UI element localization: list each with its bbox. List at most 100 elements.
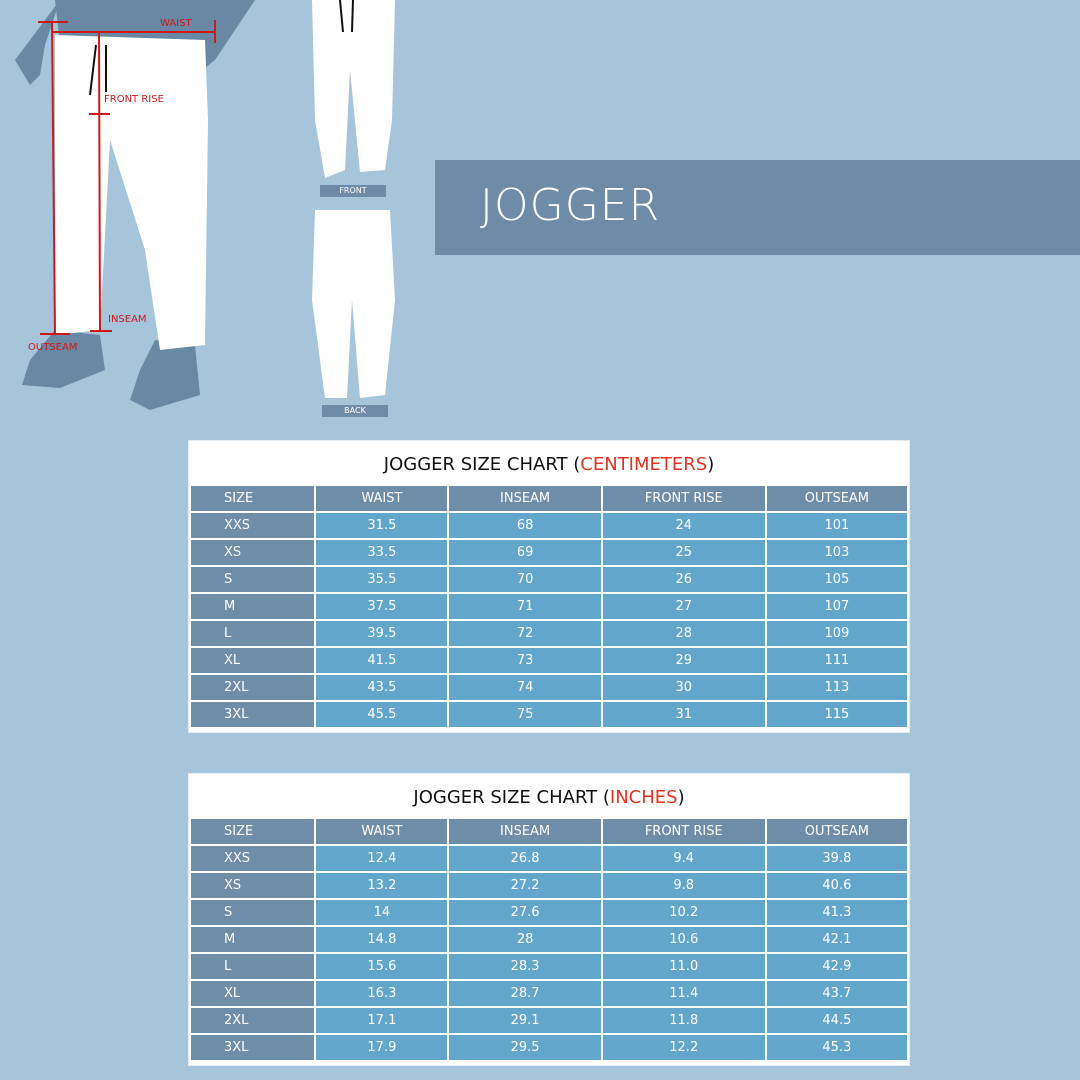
value-cell: 41.5 <box>316 648 448 673</box>
size-cell: M <box>191 594 315 619</box>
value-cell: 11.8 <box>602 1008 765 1033</box>
value-cell: 11.0 <box>602 954 765 979</box>
size-cell: M <box>191 927 315 952</box>
value-cell: 70 <box>449 567 601 592</box>
value-cell: 39.5 <box>316 621 448 646</box>
column-header: FRONT RISE <box>602 486 765 511</box>
column-header: INSEAM <box>449 819 601 844</box>
value-cell: 27.2 <box>449 873 601 898</box>
table-row: 2XL 43.5 74 30 113 <box>191 675 907 700</box>
size-table: SIZE WAIST INSEAM FRONT RISE OUTSEAM XXS 31.5 6… <box>189 484 909 729</box>
value-cell: 27 <box>602 594 765 619</box>
value-cell: 109 <box>766 621 907 646</box>
chart-title-text: JOGGER SIZE CHART ( <box>383 454 581 475</box>
column-header: OUTSEAM <box>766 486 907 511</box>
size-cell: XL <box>191 648 315 673</box>
value-cell: 14 <box>316 900 448 925</box>
value-cell: 17.9 <box>316 1035 448 1060</box>
table-row: 3XL 17.9 29.5 12.2 45.3 <box>191 1035 907 1060</box>
value-cell: 17.1 <box>316 1008 448 1033</box>
value-cell: 29.1 <box>449 1008 601 1033</box>
table-row: XL 41.5 73 29 111 <box>191 648 907 673</box>
size-cell: 2XL <box>191 675 315 700</box>
value-cell: 71 <box>449 594 601 619</box>
value-cell: 29 <box>602 648 765 673</box>
size-cell: S <box>191 567 315 592</box>
value-cell: 9.4 <box>602 846 765 871</box>
value-cell: 12.2 <box>602 1035 765 1060</box>
value-cell: 41.3 <box>766 900 907 925</box>
size-cell: XS <box>191 540 315 565</box>
front-rise-label: FRONT RISE <box>104 94 164 105</box>
column-header: OUTSEAM <box>766 819 907 844</box>
value-cell: 28 <box>602 621 765 646</box>
size-table: SIZE WAIST INSEAM FRONT RISE OUTSEAM XXS 12.4 2… <box>189 817 909 1062</box>
chart-title-suffix: ) <box>707 454 715 475</box>
value-cell: 28.7 <box>449 981 601 1006</box>
column-header: WAIST <box>316 486 448 511</box>
value-cell: 101 <box>766 513 907 538</box>
value-cell: 45.5 <box>316 702 448 727</box>
measurement-lines <box>38 20 216 335</box>
value-cell: 28 <box>449 927 601 952</box>
size-cell: 2XL <box>191 1008 315 1033</box>
value-cell: 29.5 <box>449 1035 601 1060</box>
size-cell: XXS <box>191 513 315 538</box>
table-row: M 14.8 28 10.6 42.1 <box>191 927 907 952</box>
value-cell: 30 <box>602 675 765 700</box>
chart-title: JOGGER SIZE CHART (INCHES) <box>189 774 909 819</box>
size-chart-centimeters: JOGGER SIZE CHART (CENTIMETERS) SIZE WAIST… <box>188 440 910 733</box>
value-cell: 28.3 <box>449 954 601 979</box>
value-cell: 103 <box>766 540 907 565</box>
value-cell: 111 <box>766 648 907 673</box>
back-view-tag: BACK <box>322 405 388 417</box>
banner-title: JOGGER <box>480 180 661 231</box>
table-row: S 35.5 70 26 105 <box>191 567 907 592</box>
table-row: XXS 31.5 68 24 101 <box>191 513 907 538</box>
value-cell: 68 <box>449 513 601 538</box>
size-cell: XXS <box>191 846 315 871</box>
value-cell: 37.5 <box>316 594 448 619</box>
size-cell: S <box>191 900 315 925</box>
value-cell: 43.7 <box>766 981 907 1006</box>
value-cell: 44.5 <box>766 1008 907 1033</box>
value-cell: 31 <box>602 702 765 727</box>
table-row: 2XL 17.1 29.1 11.8 44.5 <box>191 1008 907 1033</box>
value-cell: 105 <box>766 567 907 592</box>
value-cell: 13.2 <box>316 873 448 898</box>
value-cell: 24 <box>602 513 765 538</box>
chart-title-text: JOGGER SIZE CHART ( <box>413 787 610 808</box>
value-cell: 35.5 <box>316 567 448 592</box>
value-cell: 115 <box>766 702 907 727</box>
inseam-label: INSEAM <box>108 314 147 325</box>
value-cell: 43.5 <box>316 675 448 700</box>
value-cell: 26.8 <box>449 846 601 871</box>
title-banner: JOGGER <box>435 160 1080 255</box>
table-row: XS 33.5 69 25 103 <box>191 540 907 565</box>
column-header: SIZE <box>191 819 315 844</box>
value-cell: 74 <box>449 675 601 700</box>
size-cell: L <box>191 954 315 979</box>
column-header: FRONT RISE <box>602 819 765 844</box>
waist-label: WAIST <box>160 18 192 29</box>
table-row: XL 16.3 28.7 11.4 43.7 <box>191 981 907 1006</box>
value-cell: 75 <box>449 702 601 727</box>
chart-unit: INCHES <box>609 787 678 808</box>
table-row: L 39.5 72 28 109 <box>191 621 907 646</box>
table-row: S 14 27.6 10.2 41.3 <box>191 900 907 925</box>
value-cell: 12.4 <box>316 846 448 871</box>
table-row: M 37.5 71 27 107 <box>191 594 907 619</box>
value-cell: 42.9 <box>766 954 907 979</box>
size-chart-inches: JOGGER SIZE CHART (INCHES) SIZE WAIST INSEA… <box>188 773 910 1066</box>
value-cell: 40.6 <box>766 873 907 898</box>
table-row: XXS 12.4 26.8 9.4 39.8 <box>191 846 907 871</box>
outseam-label: OUTSEAM <box>28 342 78 353</box>
value-cell: 33.5 <box>316 540 448 565</box>
back-view-pants <box>312 210 395 398</box>
value-cell: 42.1 <box>766 927 907 952</box>
column-header: INSEAM <box>449 486 601 511</box>
size-cell: L <box>191 621 315 646</box>
value-cell: 27.6 <box>449 900 601 925</box>
value-cell: 9.8 <box>602 873 765 898</box>
size-cell: 3XL <box>191 702 315 727</box>
